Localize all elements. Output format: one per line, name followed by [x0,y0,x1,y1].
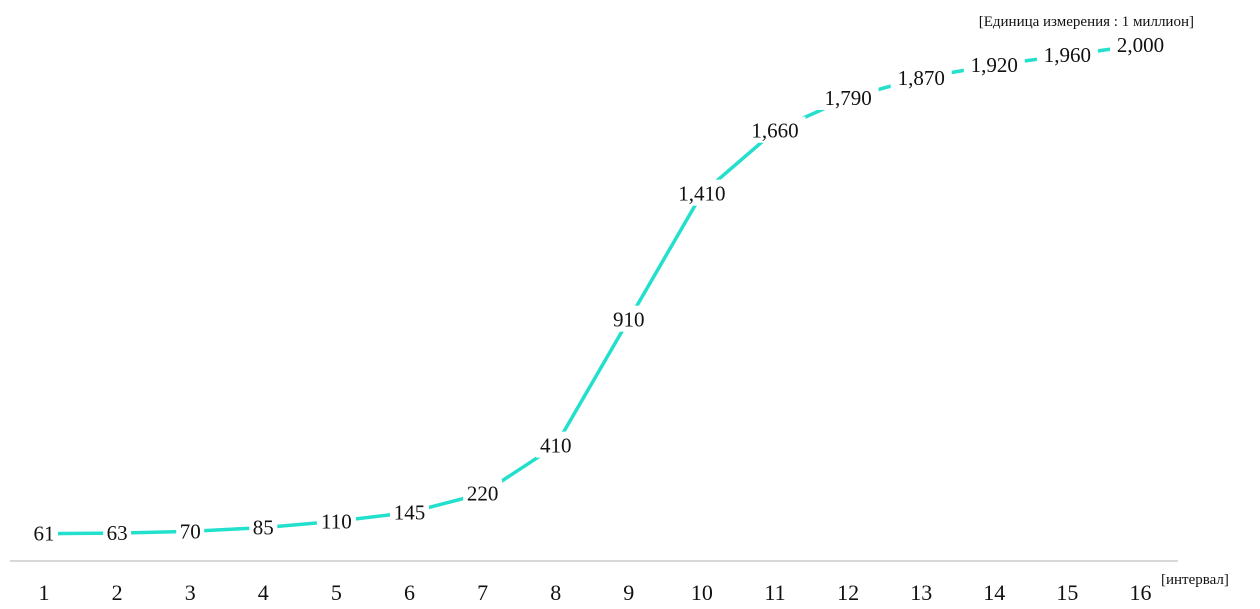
data-label: 1,660 [751,119,798,143]
data-label-background [176,517,205,544]
data-label: 61 [34,522,55,546]
series-segment [627,191,704,322]
data-label: 1,410 [678,182,725,206]
data-label-background [536,431,576,458]
x-tick-label: 14 [983,580,1005,605]
data-label-background [316,507,356,534]
data-label: 220 [467,482,499,506]
x-tick-label: 6 [404,580,415,605]
x-tick-label: 8 [550,580,561,605]
data-labels: 61 63 70 85 110 145 220 410 910 1,410 1,660 1,790 1,… [34,33,1165,546]
x-tick-label: 9 [623,580,634,605]
series-segment [553,317,631,448]
data-label-background [103,519,132,546]
x-tick-label: 10 [691,580,713,605]
x-axis-unit-label: [интервал] [1161,572,1229,588]
x-tick-labels: 1 2 3 4 5 6 7 8 9 10 11 12 13 14 15 16 [39,580,1152,605]
data-label-background [671,179,733,206]
data-label: 2,000 [1117,33,1164,57]
data-label: 85 [253,516,274,540]
data-label-background [390,498,429,525]
x-tick-label: 2 [112,580,123,605]
data-label: 1,920 [971,53,1018,77]
data-label: 1,870 [898,66,945,90]
x-tick-label: 5 [331,580,342,605]
data-label-background [890,63,952,90]
units-note: [Единица измерения : 1 миллион] [978,14,1194,30]
data-label: 63 [107,521,128,545]
data-label: 70 [180,519,201,543]
data-label: 145 [394,500,426,524]
data-label: 910 [613,308,645,332]
x-tick-label: 11 [764,580,785,605]
x-tick-label: 16 [1130,580,1152,605]
data-label-background [817,83,879,110]
data-label: 1,960 [1044,43,1091,67]
data-label-background [1036,41,1098,68]
data-label: 1,790 [824,86,871,110]
data-label-background [1110,31,1171,57]
data-label: 410 [540,434,572,458]
data-label: 110 [321,509,352,533]
data-label-background [249,513,278,540]
series-line [42,43,1143,536]
x-tick-label: 12 [837,580,859,605]
data-label-backgrounds [30,31,1171,546]
x-tick-label: 3 [185,580,196,605]
x-tick-label: 4 [258,580,269,605]
data-label-background [963,51,1025,78]
data-label-background [463,479,503,506]
x-tick-label: 1 [39,580,50,605]
x-tick-label: 15 [1056,580,1078,605]
x-tick-label: 13 [910,580,932,605]
x-tick-label: 7 [477,580,488,605]
data-label-background [609,305,649,332]
data-label-background [744,116,806,143]
data-label-background [30,519,58,546]
